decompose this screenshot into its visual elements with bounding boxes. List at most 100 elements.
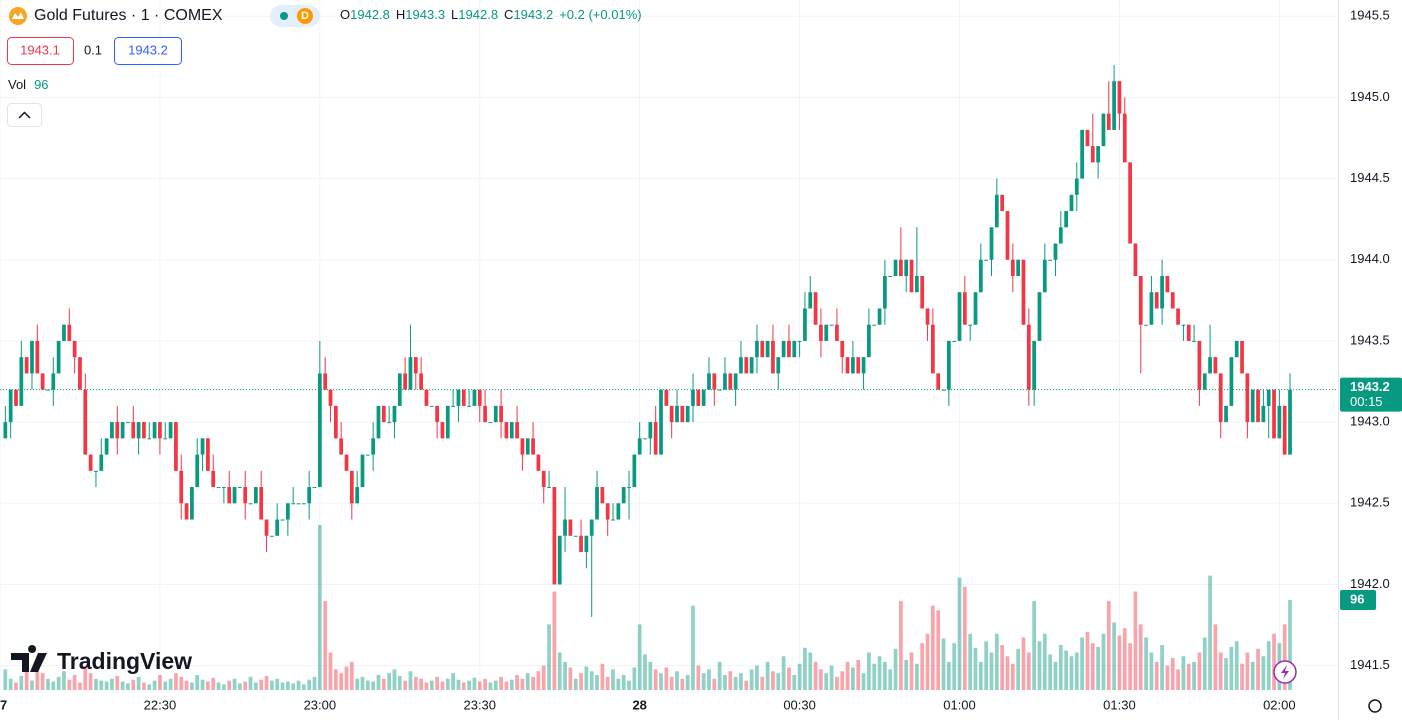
grid [0, 0, 1338, 690]
candle-body [712, 373, 717, 390]
x-tick-label: 00:30 [783, 697, 816, 712]
volume-bar [883, 661, 887, 690]
candle-body [1080, 129, 1084, 179]
collapse-icon [18, 111, 31, 119]
candle-body [136, 422, 141, 439]
volume-bar [254, 682, 258, 690]
volume-bar [445, 678, 450, 690]
volume-bar [563, 661, 567, 690]
volume-bar [616, 678, 621, 690]
volume-bar [1117, 635, 1122, 690]
volume-bar [301, 684, 306, 690]
settings-button[interactable] [1368, 699, 1382, 713]
volume-bar [211, 677, 216, 690]
candle-body [1218, 373, 1223, 423]
volume-bar [915, 663, 919, 690]
volume-bar [8, 678, 13, 690]
volume-bar [291, 683, 296, 690]
candle-body [637, 438, 642, 455]
volume-bar [1181, 656, 1186, 690]
volume-bar [946, 661, 951, 690]
candle-body [973, 292, 978, 325]
candle-body [1133, 243, 1138, 276]
candle-body [307, 487, 312, 504]
volume-bar [94, 678, 98, 690]
candle-body [643, 438, 647, 440]
volume-bar [392, 669, 397, 690]
volume-bar [749, 669, 754, 690]
volume-label: Vol [8, 77, 26, 92]
volume-bar [222, 684, 226, 690]
y-tick-label: 1945.5 [1350, 8, 1390, 23]
volume-bar [861, 673, 866, 690]
volume-bar [360, 676, 365, 690]
volume-bar [312, 676, 317, 690]
spread: 0.1 [84, 42, 102, 57]
volume-bar [1112, 622, 1116, 690]
candle-body [653, 422, 658, 455]
candle-body [254, 487, 258, 504]
volume-bar [206, 681, 210, 690]
candle-body [883, 276, 887, 309]
candle-body [946, 340, 951, 390]
volume-bar [3, 669, 8, 690]
candle-body [563, 519, 567, 536]
candle-body [541, 470, 546, 488]
volume-bar [51, 681, 56, 690]
x-tick-label: 02:00 [1263, 697, 1296, 712]
volume-bar [1122, 628, 1127, 690]
volume-bar [227, 680, 232, 690]
volume-bar [1080, 637, 1084, 690]
volume-bar [653, 669, 658, 690]
volume-bar [584, 666, 589, 690]
candle-body [1112, 81, 1116, 130]
volume-bar [776, 673, 781, 690]
volume-bar [984, 641, 989, 690]
candle-body [275, 519, 280, 536]
volume-bar [387, 673, 392, 690]
volume-bar [1170, 658, 1175, 690]
candle-body [733, 373, 738, 390]
volume-bar [1053, 661, 1058, 690]
candle-body [595, 487, 599, 520]
volume-bar [200, 679, 205, 690]
candle-body [1261, 405, 1266, 423]
candle-body [451, 405, 455, 407]
candle-body [200, 438, 205, 455]
volume-bar [24, 671, 29, 690]
candle-body [904, 259, 909, 276]
volume-bar [541, 665, 546, 690]
candle-body [445, 405, 450, 439]
candle-body [600, 487, 605, 504]
bid-price[interactable]: 1943.1 [20, 42, 60, 57]
sell-button[interactable] [7, 37, 74, 65]
candle-body [1149, 292, 1154, 325]
volume-bar [355, 678, 360, 690]
candle-body [285, 503, 290, 520]
collapse-button[interactable] [7, 103, 42, 127]
volume-bar [877, 656, 882, 690]
volume-bar [349, 661, 354, 690]
buy-button[interactable] [114, 37, 182, 65]
candle-body [1005, 211, 1010, 260]
candle-body [62, 324, 66, 341]
candle-body [504, 422, 509, 439]
volume-bar [978, 661, 983, 690]
y-tick-label: 1943.5 [1350, 332, 1390, 347]
volume-bar [78, 682, 82, 690]
candle-body [72, 340, 77, 358]
volume-bar [275, 678, 280, 690]
candle-body [1106, 113, 1111, 130]
delayed-badge-text: D [301, 10, 309, 22]
volume-bar [451, 673, 455, 690]
volume-bar [792, 675, 797, 690]
candle-body [1277, 405, 1282, 439]
candle-body [483, 405, 487, 423]
last-price-label: 1943.2 [1350, 379, 1390, 394]
volume-bar [413, 676, 418, 690]
ask-price[interactable]: 1943.2 [128, 42, 168, 57]
volume-bar [728, 671, 733, 690]
volume-bar [269, 680, 274, 690]
volume-bar [845, 661, 850, 690]
candle-body [781, 340, 786, 358]
